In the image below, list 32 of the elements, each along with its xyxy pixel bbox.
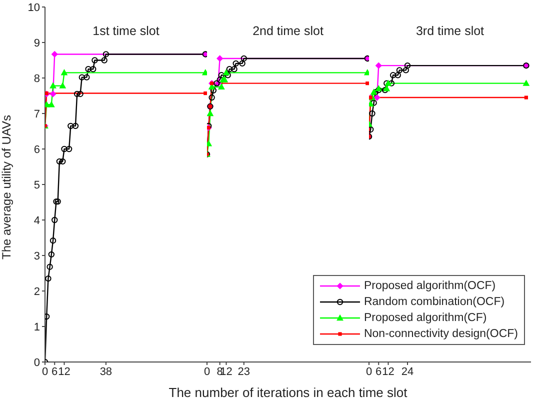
y-tick-label: 7 (34, 108, 40, 120)
x-tick-label: 12 (382, 366, 394, 378)
x-tick-label: 0 (366, 366, 372, 378)
y-tick-label: 0 (34, 356, 40, 369)
text: 2nd time slot (252, 24, 324, 38)
y-tick-label: 3 (34, 250, 40, 262)
x-tick-label: 12 (58, 366, 70, 378)
legend-label: Proposed algorithm(CF) (364, 312, 487, 324)
x-tick-label: 12 (220, 366, 232, 378)
x-tick-label: 38 (100, 366, 112, 378)
x-tick-label: 24 (401, 366, 414, 378)
y-tick-label: 1 (34, 321, 40, 334)
x-tick-label: 8 (216, 366, 223, 378)
x-tick-label: 6 (376, 366, 382, 378)
text: 3rd time slot (414, 24, 486, 38)
legend-label: Non-connectivity design(OCF) (364, 328, 518, 340)
y-axis-title: The average utility of UAVs (0, 114, 14, 260)
y-tick-label: 5 (34, 179, 40, 192)
x-tick-label: 0 (204, 366, 210, 378)
y-tick-label: 2 (34, 286, 40, 298)
y-tick-label: 10 (28, 2, 40, 14)
text: 1st time slot (92, 24, 160, 38)
y-tick-label: 4 (34, 214, 40, 227)
legend-label: Proposed algorithm(OCF) (364, 280, 496, 292)
x-axis-title: The number of iterations in each time slot (168, 385, 408, 400)
y-tick-label: 6 (34, 144, 40, 156)
y-tick-label: 8 (34, 72, 40, 85)
y-tick-label: 9 (34, 37, 40, 50)
x-tick-label: 6 (52, 366, 58, 378)
legend-label: Random combination(OCF) (364, 296, 505, 308)
x-tick-label: 0 (42, 366, 48, 378)
x-tick-label: 23 (238, 366, 250, 378)
